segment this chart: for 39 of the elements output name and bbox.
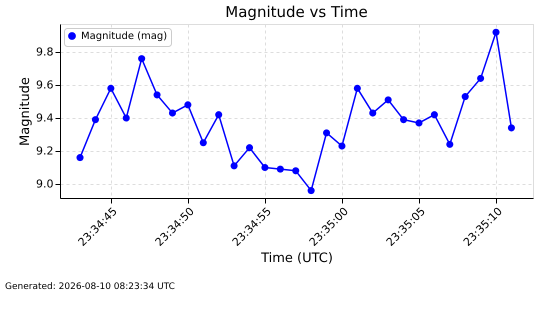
point [200, 139, 207, 146]
point [400, 116, 408, 124]
point [508, 124, 515, 132]
point [323, 129, 330, 136]
point [230, 162, 238, 170]
y-tick-label: 9.4 [36, 112, 54, 125]
point [462, 93, 469, 100]
y-axis-title: Magnitude [18, 77, 34, 146]
x-axis-title: Time (UTC) [260, 251, 333, 266]
point [261, 164, 268, 172]
point [92, 116, 99, 124]
point [292, 167, 300, 174]
point [477, 74, 484, 82]
point [154, 91, 161, 98]
point [276, 166, 284, 173]
point [308, 187, 315, 194]
point [246, 144, 254, 152]
y-tick-label: 9.8 [36, 46, 54, 59]
point [492, 28, 500, 36]
y-tick-label: 9.2 [36, 144, 54, 158]
point [446, 140, 454, 148]
point [215, 111, 222, 118]
point [122, 114, 130, 122]
point [338, 142, 346, 150]
point [430, 111, 438, 118]
legend-label: Magnitude (mag) [81, 31, 168, 42]
point [384, 96, 392, 104]
point [415, 119, 423, 126]
text: Generated: 2026-08-10 08:23:34 UTC [5, 282, 175, 292]
y-tick-label: 9.0 [36, 177, 54, 190]
point [107, 84, 114, 92]
point [76, 154, 84, 162]
point [138, 55, 146, 62]
y-tick-label: 9.6 [36, 78, 54, 92]
point [354, 84, 361, 92]
point [168, 110, 176, 117]
point [184, 101, 192, 108]
point [369, 110, 376, 117]
chart-title: Magnitude vs Time [225, 3, 368, 21]
